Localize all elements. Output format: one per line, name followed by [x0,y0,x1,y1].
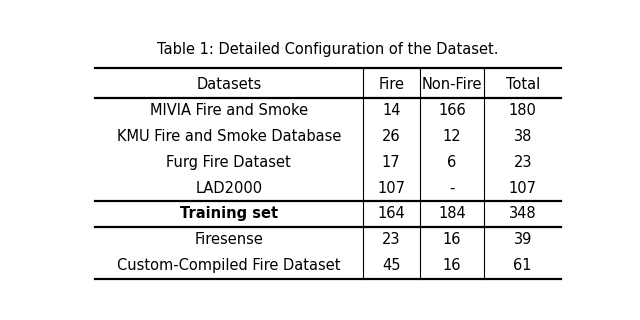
Text: MIVIA Fire and Smoke: MIVIA Fire and Smoke [150,103,308,118]
Text: LAD2000: LAD2000 [195,180,262,196]
Text: KMU Fire and Smoke Database: KMU Fire and Smoke Database [116,129,341,144]
Text: 12: 12 [443,129,461,144]
Text: Custom-Compiled Fire Dataset: Custom-Compiled Fire Dataset [117,258,340,273]
Text: Furg Fire Dataset: Furg Fire Dataset [166,155,291,170]
Text: 14: 14 [382,103,401,118]
Text: 26: 26 [382,129,401,144]
Text: 23: 23 [382,232,401,247]
Text: 16: 16 [443,258,461,273]
Text: 45: 45 [382,258,401,273]
Text: Firesense: Firesense [195,232,263,247]
Text: 38: 38 [513,129,532,144]
Text: Table 1: Detailed Configuration of the Dataset.: Table 1: Detailed Configuration of the D… [157,42,499,57]
Text: 61: 61 [513,258,532,273]
Text: 6: 6 [447,155,456,170]
Text: 17: 17 [382,155,401,170]
Text: 180: 180 [509,103,536,118]
Text: Non-Fire: Non-Fire [422,77,483,92]
Text: 107: 107 [377,180,405,196]
Text: 164: 164 [378,206,405,221]
Text: Datasets: Datasets [196,77,261,92]
Text: -: - [449,180,454,196]
Text: 107: 107 [509,180,537,196]
Text: 184: 184 [438,206,466,221]
Text: 39: 39 [513,232,532,247]
Text: 166: 166 [438,103,466,118]
Text: Fire: Fire [378,77,404,92]
Text: Training set: Training set [180,206,278,221]
Text: Total: Total [506,77,540,92]
Text: 16: 16 [443,232,461,247]
Text: 348: 348 [509,206,536,221]
Text: 23: 23 [513,155,532,170]
